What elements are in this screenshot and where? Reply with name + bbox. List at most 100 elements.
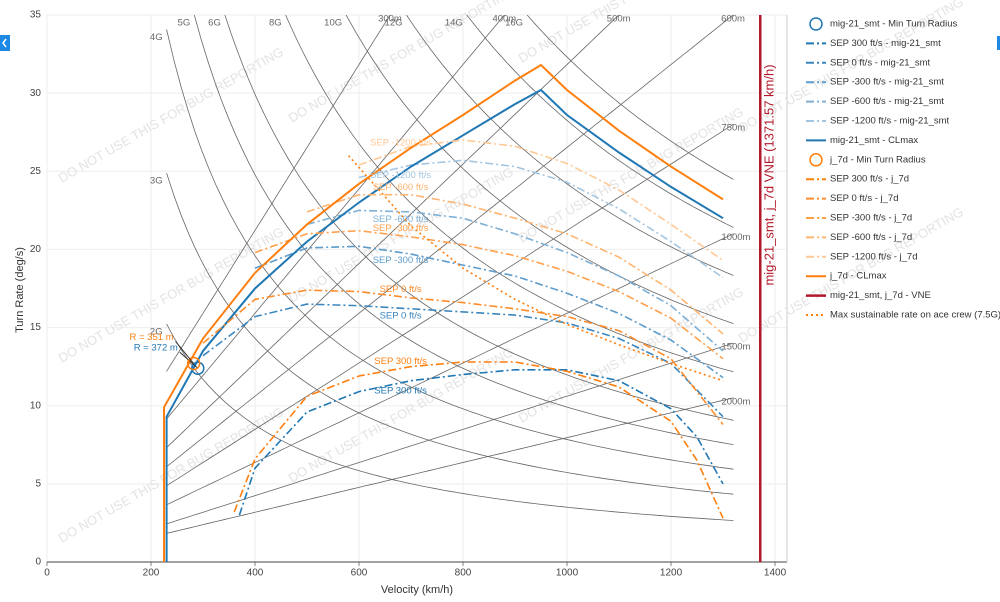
g-line: [224, 15, 734, 421]
legend-label[interactable]: SEP -600 ft/s - j_7d: [830, 232, 912, 243]
g-line-label: 12G: [385, 18, 403, 29]
radius-line: [166, 15, 734, 468]
chevron-icon[interactable]: [2, 38, 7, 48]
min-radius-marker: [186, 356, 201, 371]
g-line: [166, 172, 734, 495]
curve-label: SEP 0 ft/s: [380, 284, 422, 295]
annotations: R = 372 m SEP 300 ft/s SEP 0 ft/s SEP -300 …: [130, 15, 777, 562]
x-tick-label: 1400: [764, 568, 787, 579]
radius-line-label: 750m: [721, 123, 745, 134]
y-tick-label: 25: [30, 166, 42, 177]
legend-label[interactable]: mig-21_smt, j_7d - VNE: [830, 290, 931, 301]
legend-label[interactable]: SEP 300 ft/s - mig-21_smt: [830, 38, 941, 49]
legend-label[interactable]: SEP -300 ft/s - mig-21_smt: [830, 77, 944, 88]
g-line-label: 4G: [150, 32, 163, 43]
y-tick-label: 35: [30, 10, 42, 21]
radius-line-label: 2000m: [721, 396, 750, 407]
radius-line-label: 1000m: [721, 232, 750, 243]
legend-symbol: [809, 17, 823, 31]
legend-label[interactable]: j_7d - Min Turn Radius: [829, 154, 926, 165]
radius-line-label: 500m: [607, 14, 631, 25]
annotation: R = 351 m: [130, 332, 174, 343]
x-tick-label: 1200: [660, 568, 683, 579]
legend-label[interactable]: SEP 0 ft/s - mig-21_smt: [830, 57, 930, 68]
annotation-arrow: [175, 341, 195, 364]
g-line-label: 6G: [208, 18, 221, 29]
legend-label[interactable]: SEP 300 ft/s - j_7d: [830, 174, 909, 185]
g-line: [166, 29, 734, 470]
radius-line: [166, 397, 734, 534]
y-axis-title: Turn Rate (deg/s): [14, 247, 26, 333]
curve-label: SEP 300 ft/s: [374, 356, 427, 367]
curve-label: SEP -600 ft/s: [373, 182, 429, 193]
y-tick-label: 20: [30, 244, 42, 255]
g-line: [466, 15, 734, 228]
collapse-button[interactable]: [0, 35, 10, 51]
radius-line: [166, 15, 391, 372]
g-line-label: 8G: [269, 18, 282, 29]
g-line-label: 14G: [445, 18, 463, 29]
series-line: [254, 229, 724, 360]
curve-label: SEP -1200 ft/s: [370, 170, 431, 181]
series-line: [163, 63, 724, 562]
g-line-label: 5G: [178, 18, 191, 29]
min-radius-marker: [191, 361, 205, 375]
legend-label[interactable]: SEP -300 ft/s - j_7d: [830, 213, 912, 224]
series-line: [233, 361, 724, 519]
g-line-label: 10G: [324, 18, 342, 29]
legend-label[interactable]: j_7d - CLmax: [829, 271, 887, 282]
grid: 0 200 400 600 800 1000 1200 1400 0 5 10 15 20 25 30 35: [30, 10, 788, 579]
x-tick-label: 600: [351, 568, 368, 579]
g-line: [406, 15, 734, 276]
g-line: [166, 323, 734, 521]
g-line: [285, 15, 734, 373]
collapse-button-bg[interactable]: [0, 35, 10, 51]
series-line: [348, 155, 724, 382]
y-tick-label: 15: [30, 322, 42, 333]
radius-line: [166, 342, 734, 525]
y-tick-label: 30: [30, 88, 42, 99]
x-tick-label: 200: [143, 568, 160, 579]
legend-label[interactable]: mig-21_smt - CLmax: [830, 135, 918, 146]
legend-label[interactable]: SEP -1200 ft/s - mig-21_smt: [830, 116, 950, 127]
g-line: [526, 15, 734, 180]
g-line: [345, 15, 734, 324]
y-tick-label: 10: [30, 400, 42, 411]
curve-label: SEP -1200 ft/s: [370, 138, 431, 149]
series-line: [254, 245, 724, 379]
series: [163, 63, 724, 562]
x-axis-title: Velocity (km/h): [381, 584, 453, 596]
legend-label[interactable]: SEP -1200 ft/s - j_7d: [830, 251, 918, 262]
series-line: [306, 209, 724, 352]
annotation: R = 372 m: [134, 343, 178, 354]
g-line: [193, 15, 734, 445]
radius-line-label: 1500m: [721, 342, 750, 353]
y-tick-label: 0: [35, 557, 41, 568]
legend-label[interactable]: mig-21_smt - Min Turn Radius: [830, 19, 957, 30]
g-line-label: 2G: [150, 326, 163, 337]
series-line: [165, 88, 724, 562]
curve-label: SEP -300 ft/s: [373, 223, 429, 234]
legend-label[interactable]: SEP 0 ft/s - j_7d: [830, 193, 898, 204]
series-line: [358, 159, 724, 279]
radius-line: [166, 15, 505, 420]
radius-line: [166, 123, 734, 487]
side-tab[interactable]: [997, 36, 1000, 50]
x-tick-label: 0: [44, 568, 50, 579]
g-line-label: 16G: [505, 18, 523, 29]
x-tick-label: 400: [247, 568, 264, 579]
g-line-label: 3G: [150, 176, 163, 187]
x-tick-label: 800: [455, 568, 472, 579]
reference-labels: 2G 3G 4G 5G 6G 8G 10G 12G 14G 16G 300m 400m 500m 600m…: [150, 14, 751, 408]
radius-line-label: 300m: [378, 14, 402, 25]
curve-label: SEP 300 ft/s: [374, 385, 427, 396]
radius-line-label: 600m: [721, 14, 745, 25]
series-line: [238, 369, 724, 516]
curve-label: SEP 0 ft/s: [380, 311, 422, 322]
legend-label[interactable]: SEP -600 ft/s - mig-21_smt: [830, 96, 944, 107]
legend-symbol: [809, 153, 823, 167]
legend: mig-21_smt - Min Turn Radius SEP 300 ft/s…: [806, 17, 1000, 321]
legend-label[interactable]: Max sustainable rate on ace crew (7.5G): [830, 310, 1000, 321]
vne-label: mig-21_smt, j_7d VNE (1371.57 km/h): [762, 64, 777, 285]
